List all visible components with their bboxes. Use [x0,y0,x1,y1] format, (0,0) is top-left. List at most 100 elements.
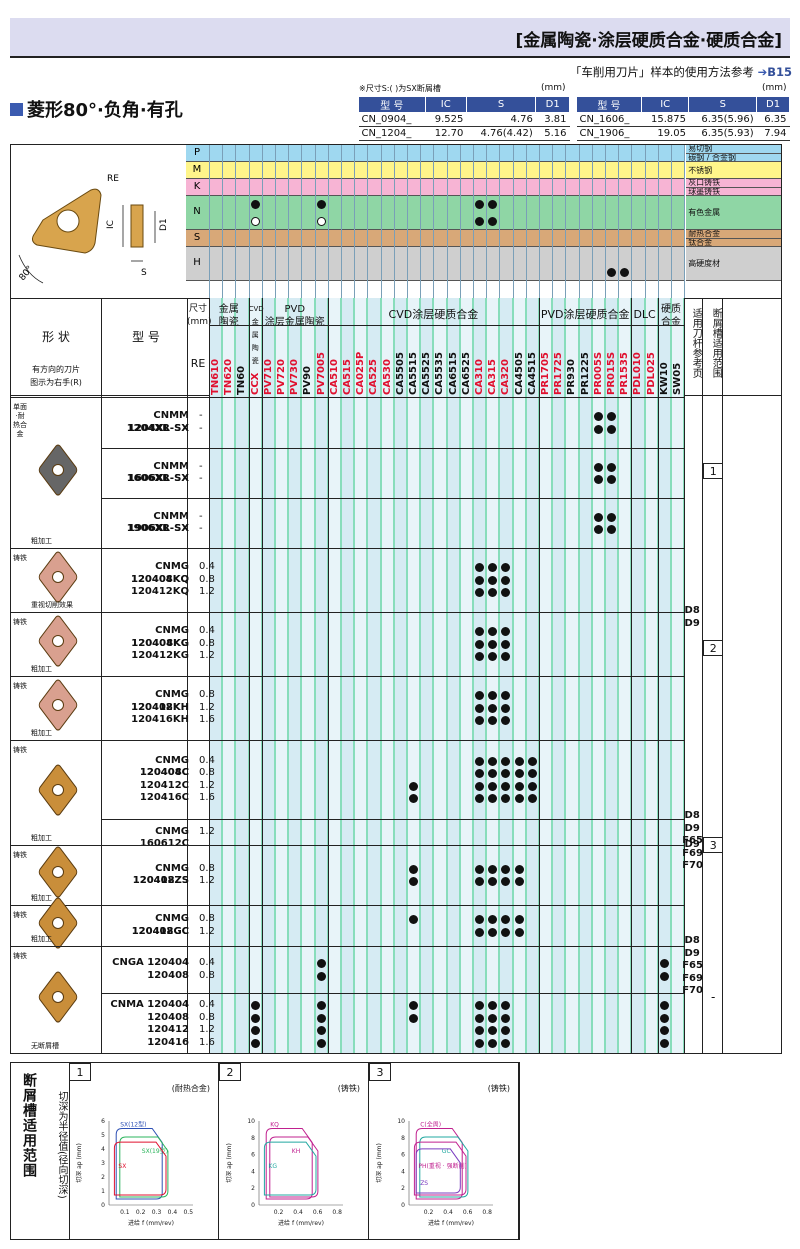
table-row [101,845,685,905]
model-name[interactable]: CNMG 120404KG [131,625,189,649]
material-name: 有色金属 [686,196,781,230]
chart-plot: 0 1 2 3 4 5 6 0.1 0.2 0.3 0.4 0.5 进给 f (mm/rev) 切深 ap… [75,1118,193,1227]
grade-ca515: CA515 [342,359,353,395]
table-row [101,676,685,740]
y-tick-label: 6 [101,1118,105,1125]
model-name[interactable]: 120416KH [131,714,189,726]
model-name[interactable]: 120412GC [131,925,189,937]
holder-ref[interactable]: D8 D9 F65 F69 F70 [682,810,703,871]
grid-line [486,145,488,298]
grade-column [288,298,302,1053]
col-header: D1 [756,96,790,113]
availability-dot [409,915,418,924]
y-tick-label: 4 [401,1168,405,1175]
availability-dot [409,864,418,874]
model-name[interactable]: CNMG 120408GC [131,913,189,937]
availability-dot [593,525,603,534]
model-name[interactable]: CNMM 1204XR-SX [126,410,189,434]
material-name: 易切钢 [686,145,781,154]
model-name[interactable]: CNGA 120404 [112,957,189,968]
material-label: 铸铁 [13,851,27,859]
model-name[interactable]: 120408 [147,1011,189,1023]
angle-label: 80° [18,264,36,283]
model-name[interactable]: 120412KQ [131,586,189,598]
model-name[interactable]: 120412KH [131,701,189,713]
grid-line [341,145,342,298]
holder-ref[interactable]: D9 [684,839,700,850]
availability-dot [514,864,524,874]
model-name[interactable]: 120412ZS [132,875,189,886]
d1-label: D1 [159,218,169,231]
model-name[interactable]: CNMG 120408ZS [132,862,189,887]
model-name[interactable]: 120412KG [131,650,189,662]
availability-dot [501,703,511,713]
availability-dot [409,1001,418,1010]
usage-reference-page[interactable]: B15 [767,65,792,79]
material-name: 耐热合金 [686,230,781,239]
table-row [101,548,685,612]
x-tick-label: 0.2 [424,1209,434,1216]
grade-column [459,298,473,1053]
model-name[interactable]: CNMM 1606XR-SX [126,460,189,485]
insert-hole [52,916,64,929]
region-label: ZS [420,1180,428,1187]
range-title: 断屑槽适用范围 [21,1073,37,1178]
table-row: CN_1906_ 19.05 6.35(5.93) 7.94 [576,126,790,141]
machining-label: 无断屑槽 [31,1042,59,1050]
holder-ref[interactable]: D8 D9 F65 F69 F70 [682,935,703,996]
grade-column [671,298,685,1053]
x-tick-label: 0.6 [463,1209,473,1216]
grade-ca025p: CA025P [355,351,367,395]
material-label: 铸铁 [13,911,27,919]
model-name[interactable]: CNMG 160612C [139,825,189,850]
col-header: 型 号 [576,96,642,113]
availability-dot [501,652,511,662]
grade-ca320: CA320 [500,359,512,395]
chip-range-header: 断屑槽适用范围 [710,308,722,378]
grid-line [433,145,435,298]
model-name[interactable]: CNMA 120404 [110,999,189,1010]
chip-ref[interactable]: 1 [703,463,724,479]
range-region [269,1136,319,1198]
model-name[interactable]: 120408KG [131,637,189,649]
machining-label: 粗加工 [31,894,52,902]
availability-dot [593,512,603,522]
model-name[interactable]: 120408 [147,969,189,981]
availability-dot [250,1026,260,1035]
availability-dot [501,877,511,886]
model-name[interactable]: CNMG 120404KQ [131,561,189,585]
model-name[interactable]: CNMM 1906XR-SX [126,510,189,535]
model-name[interactable]: 120408C [139,767,189,778]
main-table: RE IC D1 S 80° P 易切钢 碳钢 / 合金钢 M 不锈钢 K 灰口铸铁 球墨铸铁… [10,144,782,1054]
y-tick-label: 2 [251,1185,255,1192]
material-name: 碳钢 / 合金钢 [686,153,781,162]
chip-ref[interactable]: - [711,990,716,1004]
x-tick-label: 0.2 [136,1209,146,1216]
chip-ref[interactable]: 3 [703,837,724,853]
availability-dot [501,927,511,937]
grade-ca315: CA315 [487,359,499,395]
model-name[interactable]: 1606XL-SX [128,473,189,484]
model-name[interactable]: 120416 [147,1036,189,1048]
availability-dot [501,1026,511,1035]
x-axis-label: 进给 f (mm/rev) [428,1219,474,1227]
model-name[interactable]: 120412C [139,779,189,791]
model-name[interactable]: CNMG 120404C [139,754,189,779]
grid-line [512,145,514,298]
holder-ref[interactable]: D8 D9 [684,605,700,629]
model-name[interactable]: 1204XL-SX [128,422,189,434]
availability-dot [409,1013,418,1023]
model-name[interactable]: 120416C [139,792,189,803]
availability-mark [250,200,260,209]
model-name[interactable]: 120408KQ [131,573,189,585]
model-name[interactable]: 1906XL-SX [128,523,189,534]
model-name[interactable]: CNMG 120408KH [131,689,189,713]
material-code: K [193,180,201,192]
chip-ref[interactable]: 2 [703,640,724,656]
range-region [263,1141,317,1196]
grid-line [393,145,395,298]
material-code: M [192,163,202,175]
model-name[interactable]: 120412 [147,1024,189,1035]
grid-line [261,145,263,298]
material-label: 铸铁 [13,746,27,754]
